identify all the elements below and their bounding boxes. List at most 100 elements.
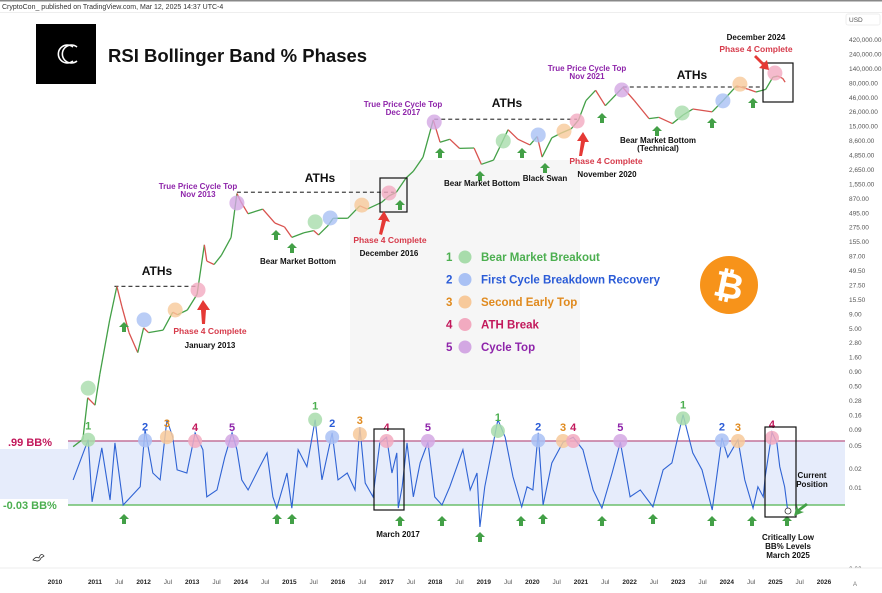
red-arrow-icon [577, 132, 589, 156]
phase-number: 4 [769, 419, 776, 431]
phase-2-marker [715, 93, 731, 109]
legend-number: 4 [446, 320, 453, 332]
phase-number: 4 [384, 422, 391, 434]
time-axis-label: 2024 [720, 579, 735, 586]
bear-market-bottom-label: Bear Market Bottom [444, 179, 520, 188]
price-axis-label: 5.00 [849, 326, 862, 333]
price-axis-label: 15,000.00 [849, 124, 878, 131]
phase-5-marker [614, 82, 630, 98]
time-axis-label: Jul [310, 579, 319, 586]
price-segment [755, 88, 766, 93]
currency-badge [845, 13, 881, 26]
osc-phase-1-marker [308, 412, 323, 427]
price-axis-label: 87.00 [849, 254, 866, 261]
time-axis-label: 2020 [525, 579, 540, 586]
price-segment [99, 320, 111, 375]
osc-phase-1-marker [676, 411, 691, 426]
current-position-label: Current [798, 471, 827, 480]
time-axis-label: 2026 [817, 579, 832, 586]
phase-4-marker [381, 185, 397, 201]
price-segment [633, 100, 650, 120]
price-segment [247, 208, 263, 215]
price-segment [692, 108, 713, 113]
green-up-arrow-icon [782, 516, 792, 526]
osc-phase-3-marker [730, 433, 745, 448]
time-axis-label: 2013 [185, 579, 200, 586]
phase-number: 4 [570, 422, 577, 434]
lower-level-bg [0, 499, 68, 512]
price-segment [658, 116, 673, 125]
phase-2-marker [136, 312, 152, 328]
price-segment [203, 244, 208, 262]
legend-item: 2 First Cycle Breakdown Recovery [446, 273, 661, 287]
legend-swatch [458, 250, 472, 264]
time-axis-label: Jul [261, 579, 270, 586]
price-axis-label: 420,000.00 [849, 37, 882, 44]
price-axis-label: 0.05 [849, 443, 862, 450]
phase-number: 1 [495, 412, 501, 424]
osc-phase-1-marker [490, 423, 505, 438]
price-segment [87, 397, 96, 406]
price-segment [541, 137, 553, 158]
time-axis-label: 2017 [379, 579, 394, 586]
phase-4-marker [767, 65, 783, 81]
legend-number: 3 [446, 297, 452, 309]
price-segment [395, 177, 407, 193]
phase-4-marker [569, 113, 585, 129]
current-position-arrow-icon [794, 503, 808, 516]
cycle-top-label: True Price Cycle Top [364, 100, 443, 109]
price-axis-label: 46,000.00 [849, 95, 878, 102]
price-segment [206, 260, 215, 266]
phase-number: 2 [719, 421, 725, 433]
osc-phase-markers: 1 2 3 4 512 34 512 3 4 512 3 4 [81, 399, 779, 448]
phase-3-marker [732, 76, 748, 92]
phase-number: 1 [312, 401, 318, 413]
highlight-box-2016 [379, 177, 408, 213]
price-axis-label: 0.90 [849, 369, 862, 376]
osc-phase-3-marker [556, 433, 571, 448]
osc-phase-2-marker [531, 433, 546, 448]
price-segment [143, 327, 149, 334]
price-axis-labels: 420,000.00 240,000.00 140,000.00 80,000.00 4… [849, 37, 882, 573]
osc-phase-2-marker [138, 433, 153, 448]
phase-number: 5 [617, 422, 623, 434]
phase-number: 3 [735, 422, 741, 434]
time-axis[interactable] [0, 568, 882, 593]
price-segment [313, 230, 319, 236]
price-segment [366, 201, 383, 210]
phase-number: 1 [85, 421, 91, 433]
price-axis[interactable] [846, 13, 882, 568]
time-axis-label: Jul [601, 579, 610, 586]
phase-3-marker [556, 123, 572, 139]
osc-box-2017 [373, 428, 405, 511]
date-label: December 2024 [727, 33, 786, 42]
legend-item: 4 ATH Break [446, 318, 540, 332]
green-up-arrow-icon [395, 516, 405, 526]
price-segment [318, 224, 329, 236]
black-swan-label: Black Swan [523, 174, 568, 183]
phase-number: 3 [357, 415, 363, 427]
auto-scale-button[interactable]: A [853, 582, 857, 588]
price-segment [449, 138, 460, 149]
price-series [72, 75, 786, 448]
critically-low-date: March 2025 [766, 551, 810, 560]
osc-phase-5-marker [420, 433, 435, 448]
replay-icon[interactable] [784, 507, 792, 515]
phase-2-marker [530, 127, 546, 143]
price-axis-label: 15.50 [849, 297, 866, 304]
time-axis-label: 2018 [428, 579, 443, 586]
osc-phase-3-marker [352, 427, 367, 442]
price-phase-markers [80, 65, 783, 396]
legend-item: 5 Cycle Top [446, 340, 535, 354]
price-axis-label: 870.00 [849, 196, 869, 203]
attribution: CryptoCon_ published on TradingView.com,… [2, 4, 223, 11]
cycle-top-label: True Price Cycle Top [548, 64, 627, 73]
legend-item: 3 Second Early Top [446, 295, 577, 309]
price-segment [748, 88, 757, 93]
price-segment [284, 226, 293, 238]
green-up-arrow-icon [748, 98, 758, 108]
price-axis-label: 275.00 [849, 225, 869, 232]
legend-label: Cycle Top [481, 342, 535, 354]
time-axis-labels: 2010 2011 Jul 2012 Jul 2013 Jul 2014 Jul 2015 Jul 2… [48, 579, 832, 586]
green-up-arrow-icon [435, 148, 445, 158]
